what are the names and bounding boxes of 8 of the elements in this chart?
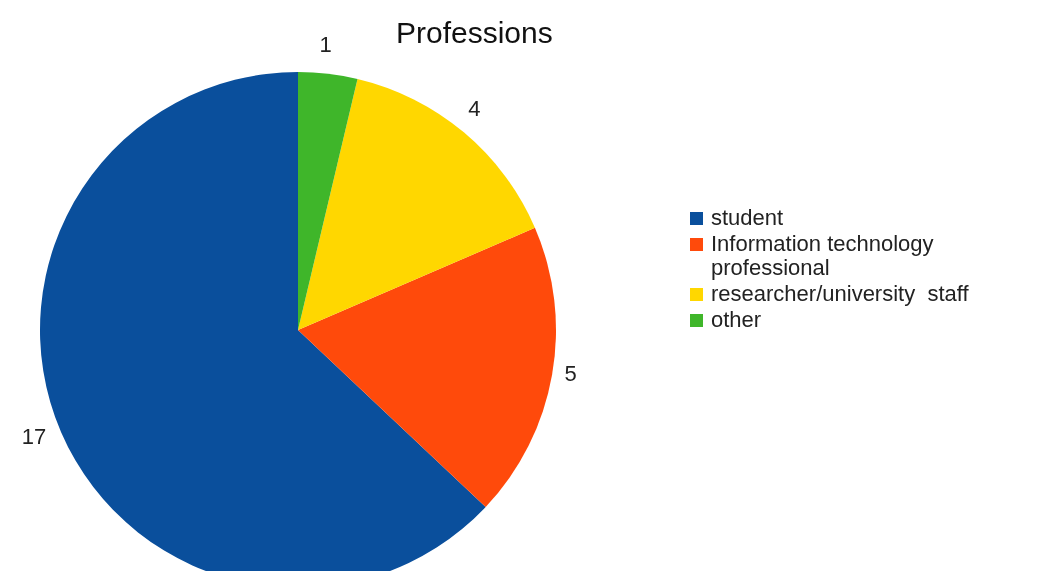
data-label: 4 bbox=[468, 96, 481, 122]
data-label: 17 bbox=[21, 424, 47, 450]
data-label: 1 bbox=[319, 32, 332, 58]
chart-title: Professions bbox=[396, 16, 553, 50]
legend-label: researcher/university staff bbox=[711, 281, 970, 306]
legend-label: student bbox=[711, 205, 785, 230]
legend-label: other bbox=[711, 307, 763, 332]
data-label: 5 bbox=[564, 361, 577, 387]
